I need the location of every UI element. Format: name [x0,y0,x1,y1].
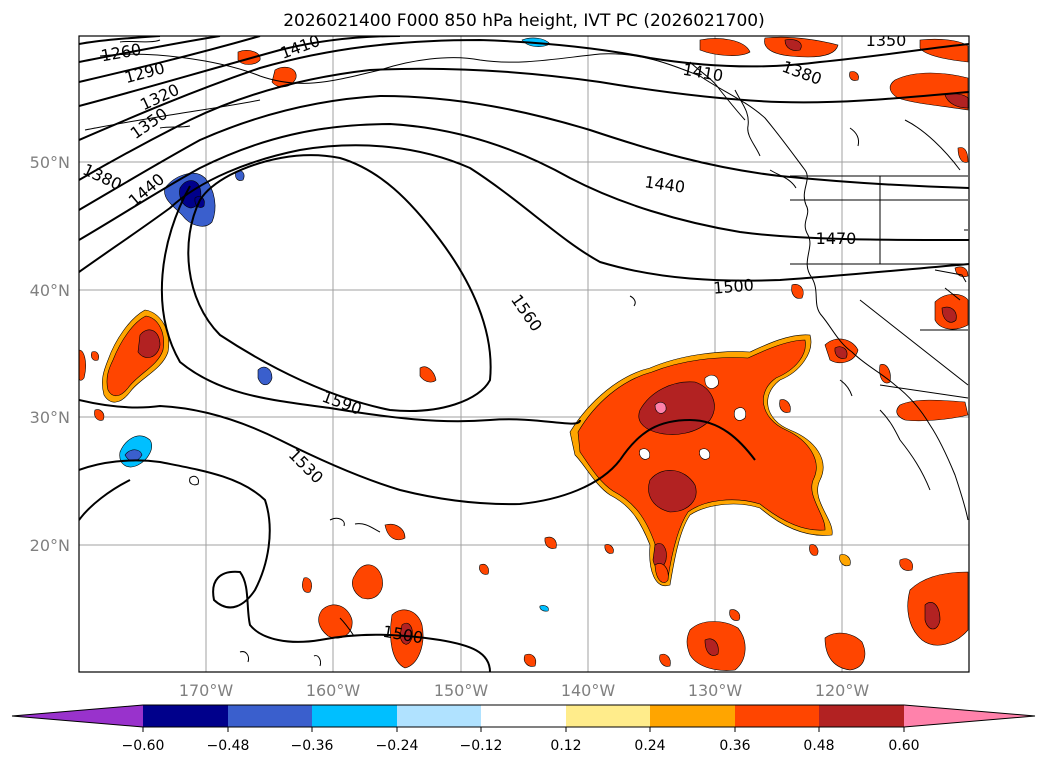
contour-label-1470: 1470 [816,229,857,248]
latitude-labels: 50°N 40°N 30°N 20°N [30,153,70,555]
colorbar-tick-label: 0.12 [550,738,581,754]
lon-label-130w: 130°W [688,681,743,700]
colorbar-tick-label: 0.24 [634,738,665,754]
colorbar-tick-label: −0.24 [376,738,419,754]
colorbar-segment [228,705,312,727]
colorbar-tick-label: −0.60 [122,738,165,754]
colorbar-segment [566,705,650,727]
contour-label-1500-east: 1500 [712,275,754,297]
colorbar-tick-label: 0.60 [888,738,919,754]
colorbar-tick-label: −0.36 [291,738,334,754]
colorbar-segment [650,705,735,727]
ivt-positive-shading [79,36,969,671]
colorbar-tick-label: 0.48 [803,738,834,754]
colorbar-segment [819,705,904,727]
lon-label-150w: 150°W [434,681,489,700]
lat-label-30n: 30°N [30,408,70,427]
longitude-labels: 170°W 160°W 150°W 140°W 130°W 120°W [179,681,870,700]
colorbar: −0.60 −0.48 −0.36 −0.24 −0.12 0.12 0.24 … [11,704,1036,754]
lon-label-140w: 140°W [561,681,616,700]
map-content: 1260 1290 1320 1350 1380 1410 1440 1440 … [79,31,969,672]
lon-label-160w: 160°W [306,681,361,700]
colorbar-min-extension [12,705,143,727]
lat-label-40n: 40°N [30,281,70,300]
colorbar-segment [312,705,397,727]
colorbar-segment [143,705,228,727]
lat-label-20n: 20°N [30,536,70,555]
colorbar-segment [481,705,566,727]
map-frame [78,35,970,673]
coastlines [84,39,969,667]
lon-label-170w: 170°W [179,681,234,700]
map-background [79,36,969,672]
colorbar-max-extension [904,705,1035,727]
lat-label-50n: 50°N [30,153,70,172]
figure-title: 2026021400 F000 850 hPa height, IVT PC (… [283,11,765,31]
ivt-negative-shading [119,37,551,612]
colorbar-tick-label: −0.12 [460,738,503,754]
height-contours [79,36,969,672]
colorbar-segment [397,705,481,727]
contour-label-1350-east: 1350 [866,31,907,50]
colorbar-segment [735,705,819,727]
lon-label-120w: 120°W [815,681,870,700]
colorbar-tick-label: 0.36 [719,738,750,754]
colorbar-tick-label: −0.48 [207,738,250,754]
